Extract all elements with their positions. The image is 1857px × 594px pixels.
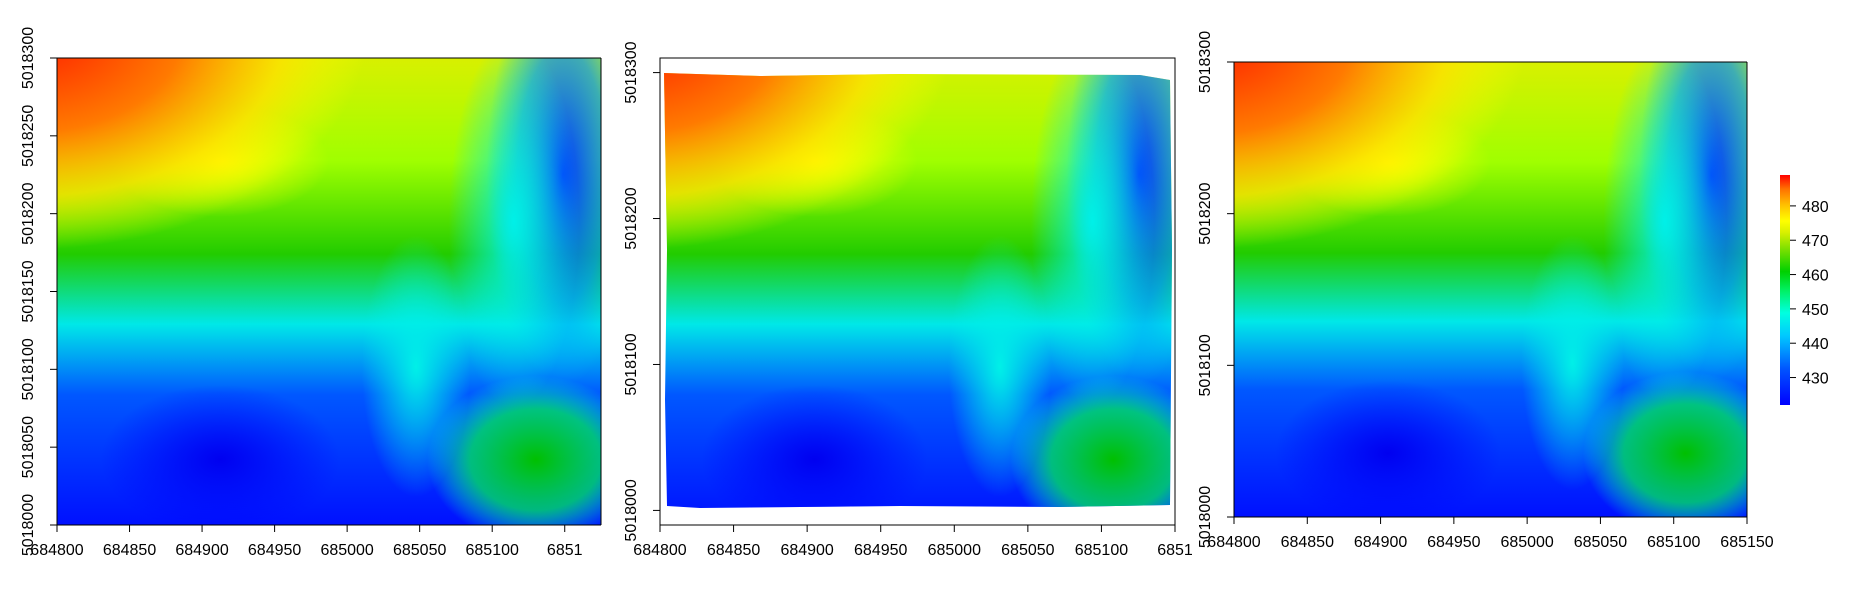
y-tick-label: 5018000 xyxy=(623,479,640,541)
x-tick-label: 684900 xyxy=(1354,534,1407,551)
y-tick-label: 5018000 xyxy=(1197,486,1214,548)
x-tick-label: 685100 xyxy=(1647,534,1700,551)
legend-tick-label: 460 xyxy=(1802,268,1829,285)
legend-tick-label: 440 xyxy=(1802,336,1829,353)
map-panel-3: 684800 684850 684900 684950 685000 685050 6851… xyxy=(1197,31,1774,551)
y-tick-label: 5018200 xyxy=(1197,182,1214,244)
x-tick-label: 685150 xyxy=(1720,534,1773,551)
y-tick-label: 5018300 xyxy=(20,27,37,89)
panels: 684800 684850 684900 684950 685000 685050 6851… xyxy=(20,27,1774,559)
x-tick-label: 685100 xyxy=(466,542,519,559)
x-tick-label: 684800 xyxy=(1207,534,1260,551)
y-tick-label: 5018050 xyxy=(20,416,37,478)
color-legend: 430 440 450 460 470 480 xyxy=(1780,175,1829,405)
x-tick-label: 684800 xyxy=(30,542,83,559)
legend-tick-label: 480 xyxy=(1802,199,1829,216)
x-tick-label: 684850 xyxy=(1281,534,1334,551)
x-tick-label: 684950 xyxy=(1427,534,1480,551)
x-tick-label: 6851 xyxy=(1157,542,1193,559)
x-tick-label: 685050 xyxy=(393,542,446,559)
x-tick-label: 684900 xyxy=(175,542,228,559)
legend-tick-label: 450 xyxy=(1802,302,1829,319)
x-tick-label: 684800 xyxy=(633,542,686,559)
legend-color-bar xyxy=(1780,175,1790,405)
legend-tick-label: 470 xyxy=(1802,233,1829,250)
x-tick-label: 6851 xyxy=(547,542,583,559)
y-tick-label: 5018100 xyxy=(20,338,37,400)
legend-tick-label: 430 xyxy=(1802,371,1829,388)
y-tick-label: 5018300 xyxy=(1197,31,1214,93)
elevation-surface xyxy=(57,58,601,525)
map-panel-1: 684800 684850 684900 684950 685000 685050 6851… xyxy=(20,27,602,559)
x-tick-label: 684900 xyxy=(780,542,833,559)
elevation-surface xyxy=(664,73,1172,508)
y-tick-label: 5018200 xyxy=(20,182,37,244)
x-tick-label: 684950 xyxy=(248,542,301,559)
x-tick-label: 685000 xyxy=(320,542,373,559)
x-tick-label: 684850 xyxy=(103,542,156,559)
x-tick-label: 685000 xyxy=(928,542,981,559)
y-tick-label: 5018100 xyxy=(623,333,640,395)
y-tick-label: 5018250 xyxy=(20,105,37,167)
map-panel-2: 684800 684850 684900 684950 685000 685050 6851… xyxy=(623,41,1193,559)
x-tick-label: 685050 xyxy=(1574,534,1627,551)
elevation-surface xyxy=(1234,62,1747,517)
y-tick-label: 5018150 xyxy=(20,260,37,322)
x-tick-label: 685050 xyxy=(1001,542,1054,559)
y-tick-label: 5018300 xyxy=(623,41,640,103)
y-tick-label: 5018200 xyxy=(623,187,640,249)
x-tick-label: 685100 xyxy=(1075,542,1128,559)
x-tick-label: 684950 xyxy=(854,542,907,559)
x-tick-label: 684850 xyxy=(707,542,760,559)
y-tick-label: 5018000 xyxy=(20,494,37,556)
x-tick-label: 685000 xyxy=(1500,534,1553,551)
y-tick-label: 5018100 xyxy=(1197,334,1214,396)
